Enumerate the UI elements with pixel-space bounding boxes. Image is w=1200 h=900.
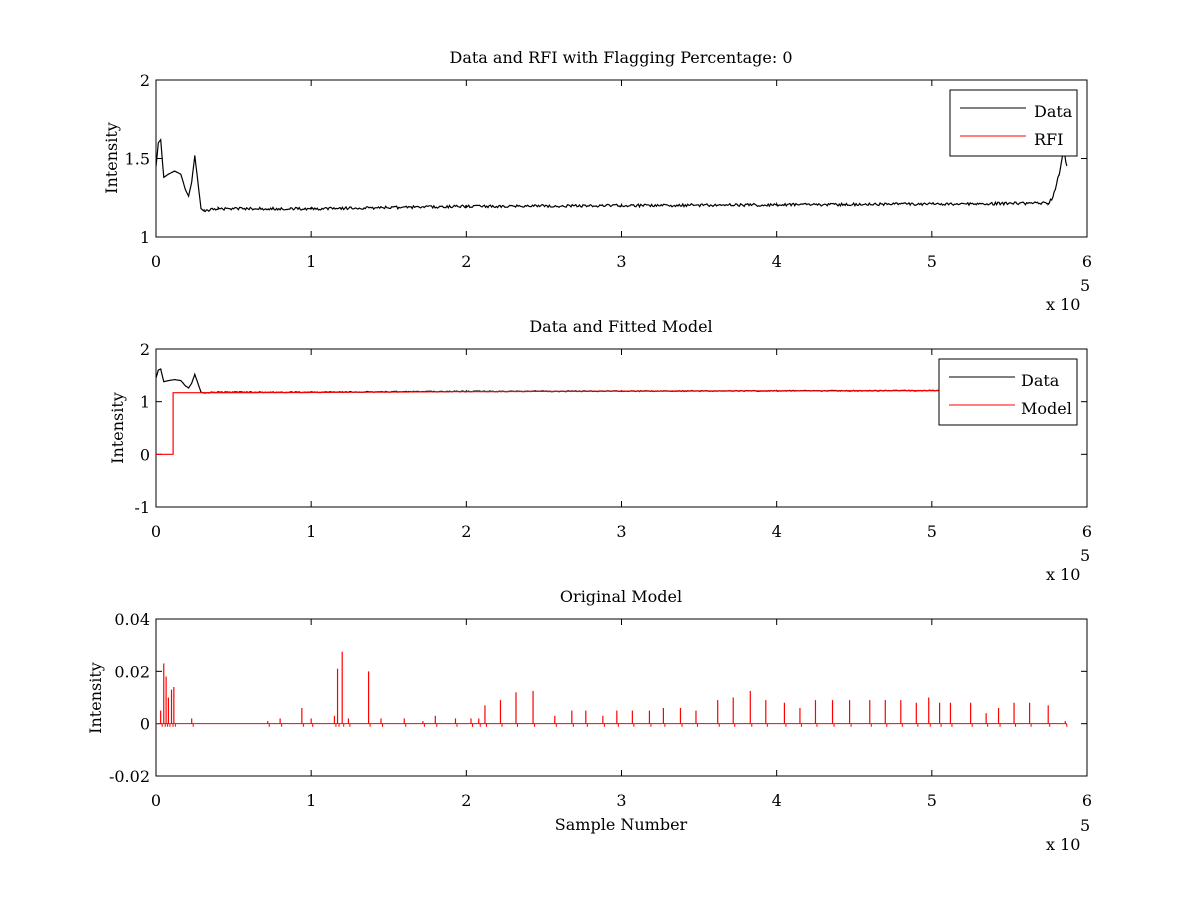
y-tick-label: 1 <box>140 393 150 412</box>
y-tick-label: 0 <box>140 445 150 464</box>
subplot-1-legend-label-rfi: RFI <box>1034 130 1063 149</box>
subplot-3-title: Original Model <box>560 587 682 606</box>
y-tick-label: 0.02 <box>114 662 150 681</box>
subplot-1-title: Data and RFI with Flagging Percentage: 0 <box>449 48 792 67</box>
subplot-3-ylabel: Intensity <box>86 662 105 734</box>
series-model-line <box>156 389 1067 455</box>
x-tick-label: 1 <box>306 522 316 541</box>
series-data-line <box>155 138 1068 213</box>
subplot-2-axes-box <box>155 348 1088 508</box>
subplot-1-legend-box <box>949 89 1078 157</box>
y-tick-label: -0.02 <box>109 767 150 786</box>
subplot-1-axes-box <box>155 79 1088 238</box>
subplot-1-legend-label-data: Data <box>1034 102 1073 121</box>
x-tick-label: 3 <box>616 252 626 271</box>
x-tick-label: 1 <box>306 791 316 810</box>
subplot-2-legend-label-model: Model <box>1021 399 1072 418</box>
x-tick-label: 3 <box>616 522 626 541</box>
y-tick-label: 2 <box>140 71 150 90</box>
x-tick-label: 0 <box>151 522 161 541</box>
subplot-2-title: Data and Fitted Model <box>529 317 712 336</box>
x-tick-label: 3 <box>616 791 626 810</box>
subplot-1: Data and RFI with Flagging Percentage: 0… <box>102 48 1092 314</box>
x-tick-label: 5 <box>927 252 937 271</box>
subplot-3-x-exponent: 5 <box>1080 816 1090 835</box>
subplot-2-legend-box <box>938 358 1078 426</box>
subplot-2-x-multiplier: x 10 <box>1046 565 1080 584</box>
subplot-1-ylabel: Intensity <box>102 122 121 194</box>
x-tick-label: 5 <box>927 791 937 810</box>
subplot-1-x-multiplier: x 10 <box>1046 295 1080 314</box>
subplot-3-xlabel: Sample Number <box>555 815 688 834</box>
x-tick-label: 5 <box>927 522 937 541</box>
x-tick-label: 6 <box>1082 252 1092 271</box>
subplot-1-plot: 0 1 2 3 4 5 611.52 <box>125 71 1093 271</box>
y-tick-label: 2 <box>140 340 150 359</box>
x-tick-label: 0 <box>151 252 161 271</box>
subplot-2-legend: Data Model <box>938 358 1078 426</box>
x-tick-label: 2 <box>461 252 471 271</box>
y-tick-label: -1 <box>134 498 150 517</box>
x-tick-label: 0 <box>151 791 161 810</box>
subplot-2-x-exponent: 5 <box>1080 546 1090 565</box>
subplot-2-legend-label-data: Data <box>1021 371 1060 390</box>
x-tick-label: 6 <box>1082 791 1092 810</box>
subplot-3-axes-box <box>155 618 1088 777</box>
x-tick-label: 4 <box>772 522 782 541</box>
subplot-1-x-exponent: 5 <box>1080 276 1090 295</box>
y-tick-label: 0 <box>140 715 150 734</box>
y-tick-label: 0.04 <box>114 610 150 629</box>
y-tick-label: 1.5 <box>125 150 150 169</box>
x-tick-label: 2 <box>461 522 471 541</box>
y-tick-label: 1 <box>140 228 150 247</box>
x-tick-label: 4 <box>772 252 782 271</box>
x-tick-label: 2 <box>461 791 471 810</box>
x-tick-label: 4 <box>772 791 782 810</box>
subplot-2-ylabel: Intensity <box>108 392 127 464</box>
x-tick-label: 6 <box>1082 522 1092 541</box>
subplot-3-x-multiplier: x 10 <box>1046 835 1080 854</box>
x-tick-label: 1 <box>306 252 316 271</box>
subplot-1-legend: Data RFI <box>949 89 1078 157</box>
